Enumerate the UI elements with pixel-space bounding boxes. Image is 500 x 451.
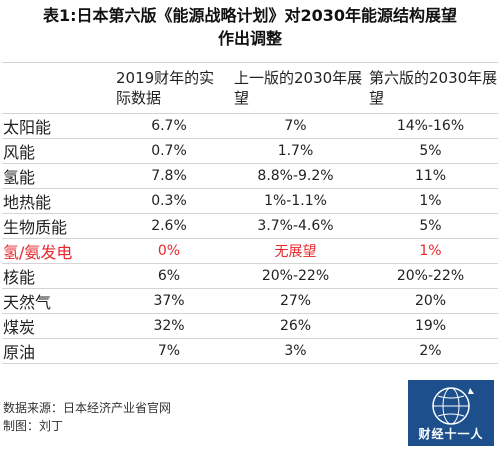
cell-2019-actual: 2.6%: [110, 213, 228, 239]
row-name-cell: 天然气: [2, 288, 110, 314]
cell-2019-actual: 7.8%: [110, 163, 228, 189]
cell-sixth-2030: 5%: [363, 138, 498, 164]
table-row: 地热能 0.3% 1%-1.1% 1%: [2, 188, 498, 214]
author-note: 制图：刘丁: [3, 419, 64, 433]
cell-prev-2030: 20%-22%: [228, 263, 363, 289]
table-row: 氢能 7.8% 8.8%-9.2% 11%: [2, 163, 498, 189]
cell-2019-actual: 0.7%: [110, 138, 228, 164]
cell-prev-2030: 3.7%-4.6%: [228, 213, 363, 239]
cell-2019-actual: 7%: [110, 338, 228, 364]
cell-sixth-2030: 14%-16%: [363, 113, 498, 139]
cell-prev-2030: 7%: [228, 113, 363, 139]
table-row: 煤炭 32% 26% 19%: [2, 313, 498, 339]
cell-prev-2030: 无展望: [228, 238, 363, 264]
title-line-2: 作出调整: [217, 29, 282, 48]
cell-prev-2030: 1.7%: [228, 138, 363, 164]
cell-2019-actual: 6.7%: [110, 113, 228, 139]
table-row: 氢/氨发电 0% 无展望 1%: [2, 238, 498, 264]
cell-sixth-2030: 11%: [363, 163, 498, 189]
row-name-cell: 煤炭: [2, 313, 110, 339]
cell-2019-actual: 32%: [110, 313, 228, 339]
table-row: 风能 0.7% 1.7% 5%: [2, 138, 498, 164]
title-line-1: 表1:日本第六版《能源战略计划》对2030年能源结构展望: [42, 6, 458, 25]
table-row: 生物质能 2.6% 3.7%-4.6% 5%: [2, 213, 498, 239]
header-cell-empty: [2, 62, 110, 114]
header-cell-sixth-2030: 第六版的2030年展望: [363, 62, 498, 114]
table-row: 太阳能 6.7% 7% 14%-16%: [2, 113, 498, 139]
cell-2019-actual: 0.3%: [110, 188, 228, 214]
header-cell-2019: 2019财年的实际数据: [110, 62, 228, 114]
table-row: 核能 6% 20%-22% 20%-22%: [2, 263, 498, 289]
logo-text: 财经十一人: [418, 427, 484, 441]
cell-sixth-2030: 20%-22%: [363, 263, 498, 289]
cell-sixth-2030: 19%: [363, 313, 498, 339]
cell-prev-2030: 1%-1.1%: [228, 188, 363, 214]
energy-structure-table: 2019财年的实际数据 上一版的2030年展望 第六版的2030年展望 太阳能 6…: [2, 62, 498, 364]
table-header-row: 2019财年的实际数据 上一版的2030年展望 第六版的2030年展望: [2, 62, 498, 114]
row-name-cell: 风能: [2, 138, 110, 164]
cell-2019-actual: 0%: [110, 238, 228, 264]
globe-icon: [432, 387, 474, 425]
row-name-cell: 核能: [2, 263, 110, 289]
header-cell-prev-2030: 上一版的2030年展望: [228, 62, 363, 114]
cell-sixth-2030: 2%: [363, 338, 498, 364]
chart-title: 表1:日本第六版《能源战略计划》对2030年能源结构展望 作出调整: [0, 4, 500, 50]
row-name-cell: 生物质能: [2, 213, 110, 239]
row-name-cell: 氢/氨发电: [2, 238, 110, 264]
cell-sixth-2030: 1%: [363, 238, 498, 264]
brand-logo: 财经十一人: [408, 380, 494, 446]
row-name-cell: 太阳能: [2, 113, 110, 139]
cell-sixth-2030: 5%: [363, 213, 498, 239]
cell-sixth-2030: 1%: [363, 188, 498, 214]
cell-prev-2030: 27%: [228, 288, 363, 314]
source-note: 数据来源：日本经济产业省官网: [3, 401, 172, 415]
cell-2019-actual: 6%: [110, 263, 228, 289]
cell-2019-actual: 37%: [110, 288, 228, 314]
cell-prev-2030: 26%: [228, 313, 363, 339]
table-row: 原油 7% 3% 2%: [2, 338, 498, 364]
row-name-cell: 氢能: [2, 163, 110, 189]
cell-sixth-2030: 20%: [363, 288, 498, 314]
row-name-cell: 原油: [2, 338, 110, 364]
cell-prev-2030: 8.8%-9.2%: [228, 163, 363, 189]
cell-prev-2030: 3%: [228, 338, 363, 364]
table-row: 天然气 37% 27% 20%: [2, 288, 498, 314]
row-name-cell: 地热能: [2, 188, 110, 214]
